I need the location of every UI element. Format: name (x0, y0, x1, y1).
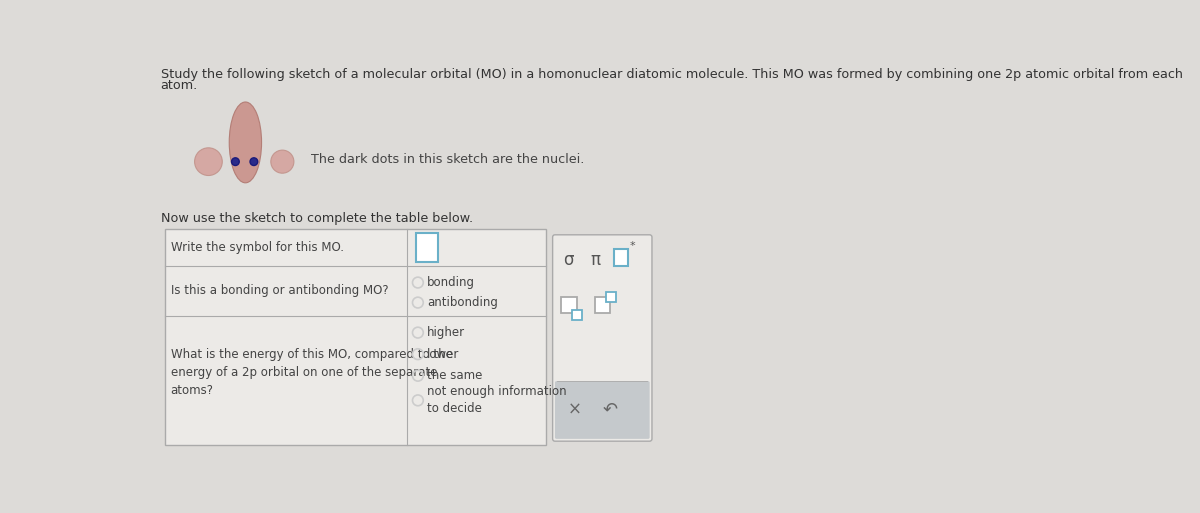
Text: higher: higher (427, 326, 466, 339)
Text: bonding: bonding (427, 276, 475, 289)
Text: The dark dots in this sketch are the nuclei.: The dark dots in this sketch are the nuc… (311, 153, 584, 166)
FancyBboxPatch shape (572, 310, 582, 320)
Text: What is the energy of this MO, compared to the
energy of a 2p orbital on one of : What is the energy of this MO, compared … (170, 348, 452, 397)
Text: the same: the same (427, 369, 482, 382)
FancyBboxPatch shape (614, 249, 628, 266)
Circle shape (271, 150, 294, 173)
Text: *: * (630, 241, 635, 251)
Ellipse shape (229, 102, 262, 183)
FancyBboxPatch shape (562, 297, 576, 312)
Text: antibonding: antibonding (427, 296, 498, 309)
Text: σ: σ (564, 251, 574, 269)
FancyBboxPatch shape (164, 229, 546, 445)
Text: not enough information
to decide: not enough information to decide (427, 385, 566, 416)
FancyBboxPatch shape (416, 233, 438, 262)
Text: Study the following sketch of a molecular orbital (MO) in a homonuclear diatomic: Study the following sketch of a molecula… (161, 68, 1183, 81)
FancyBboxPatch shape (606, 292, 616, 302)
Text: π: π (590, 251, 601, 269)
Circle shape (232, 158, 239, 166)
Text: Now use the sketch to complete the table below.: Now use the sketch to complete the table… (161, 212, 473, 225)
Text: ↶: ↶ (602, 401, 618, 419)
FancyBboxPatch shape (554, 381, 649, 439)
Circle shape (194, 148, 222, 175)
Text: ×: × (568, 401, 581, 419)
Text: lower: lower (427, 348, 460, 361)
Circle shape (250, 158, 258, 166)
Text: Write the symbol for this MO.: Write the symbol for this MO. (170, 241, 343, 254)
FancyBboxPatch shape (595, 297, 611, 312)
Text: atom.: atom. (161, 78, 198, 91)
FancyBboxPatch shape (553, 235, 652, 441)
Text: Is this a bonding or antibonding MO?: Is this a bonding or antibonding MO? (170, 284, 389, 297)
